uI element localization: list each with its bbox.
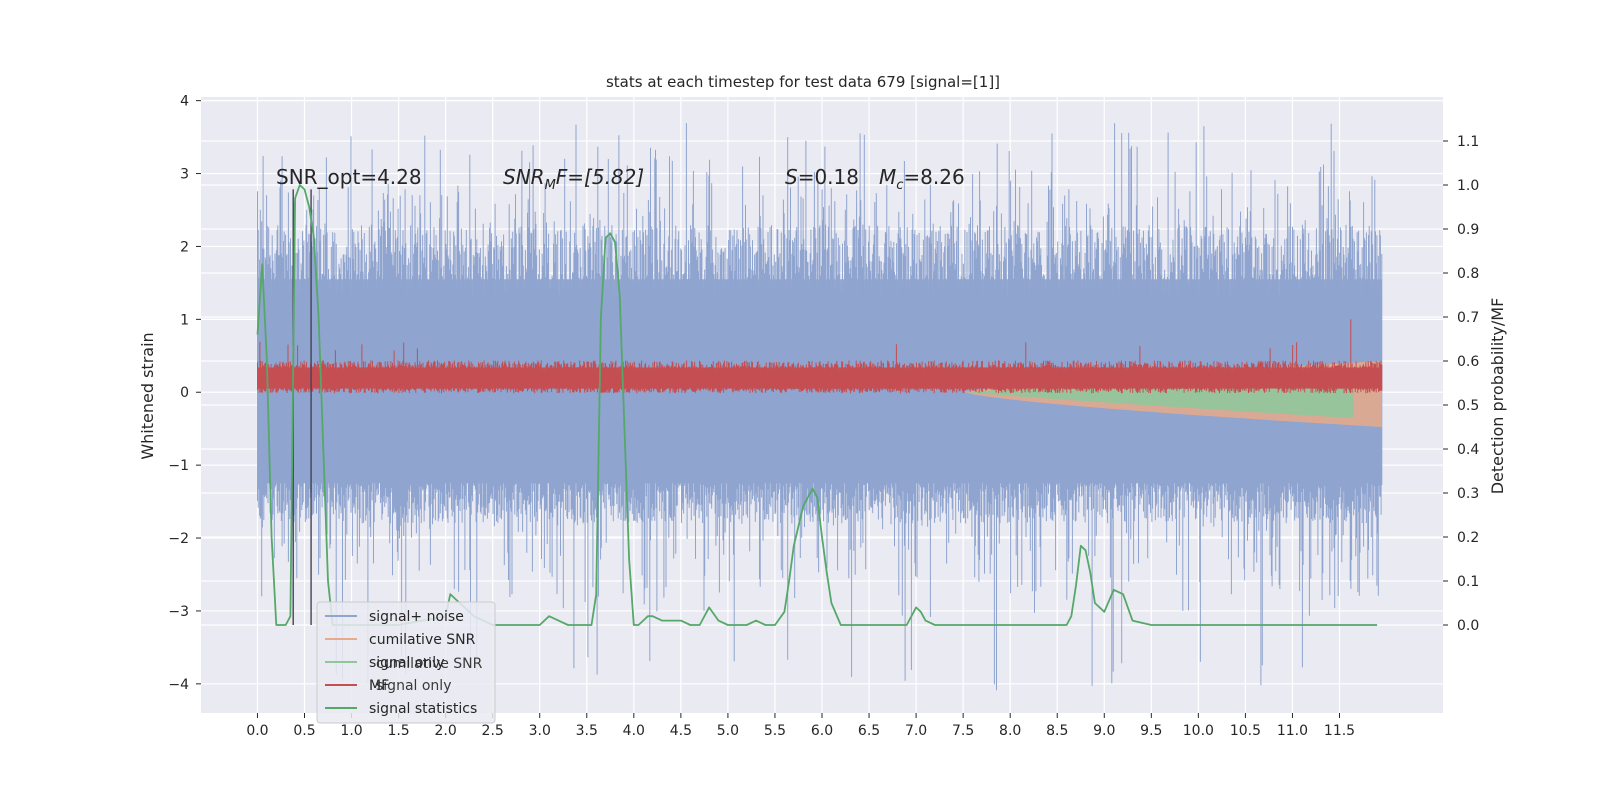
annotation-snr-mf-prefix: SNR xyxy=(503,165,545,189)
mf-trace xyxy=(257,319,1383,394)
x-tick-label: 10.0 xyxy=(1183,723,1214,739)
x-tick-label: 7.0 xyxy=(905,723,927,739)
legend-label: signal statistics xyxy=(369,701,477,717)
x-tick-label: 7.5 xyxy=(952,723,974,739)
x-tick-label: 1.0 xyxy=(340,723,362,739)
chart-title: stats at each timestep for test data 679… xyxy=(606,73,1000,91)
y-right-tick-label: 0.3 xyxy=(1457,486,1479,502)
annotation-s: S=0.18 xyxy=(785,165,859,189)
x-tick-label: 5.5 xyxy=(764,723,786,739)
legend-box xyxy=(316,601,496,724)
y-right-tick-label: 0.7 xyxy=(1457,310,1479,326)
x-tick-label: 6.0 xyxy=(811,723,833,739)
y-right-tick-label: 0.8 xyxy=(1457,266,1479,282)
x-tick-label: 5.0 xyxy=(717,723,739,739)
x-tick-label: 9.5 xyxy=(1140,723,1162,739)
y-axis-label-left: Whitened strain xyxy=(138,332,157,459)
annotation-mc: Mc=8.26 xyxy=(879,165,965,193)
y-tick-label: 1 xyxy=(180,312,189,328)
annotations: SNR_opt=4.28 SNRMF=[5.82] S=0.18 Mc=8.26 xyxy=(276,165,965,193)
x-tick-label: 8.5 xyxy=(1046,723,1068,739)
x-tick-label: 2.5 xyxy=(482,723,504,739)
annotation-s-val: =0.18 xyxy=(798,165,859,189)
annotation-s-var: S xyxy=(785,165,798,189)
legend: cumilative SNR signal only signal+ noise… xyxy=(316,601,496,724)
legend-label: MF xyxy=(369,678,389,694)
y-tick-label: −4 xyxy=(168,677,189,693)
x-tick-label: 4.5 xyxy=(670,723,692,739)
annotation-snr-opt: SNR_opt=4.28 xyxy=(276,165,422,189)
annotation-snr-mf-sub: M xyxy=(545,178,556,193)
x-tick-label: 11.5 xyxy=(1324,723,1355,739)
legend-label: signal only xyxy=(369,655,444,671)
x-tick-label: 1.5 xyxy=(387,723,409,739)
x-tick-label: 8.0 xyxy=(999,723,1021,739)
y-tick-label: −2 xyxy=(168,531,189,547)
annotation-mc-val: =8.26 xyxy=(903,165,964,189)
y-tick-label: −1 xyxy=(168,458,189,474)
annotation-snr-mf-suffix: F=[5.82] xyxy=(556,165,644,189)
x-tick-label: 6.5 xyxy=(858,723,880,739)
legend-ghost-text: cumilative SNR xyxy=(376,656,483,672)
y-tick-label: 4 xyxy=(180,94,189,110)
x-tick-label: 11.0 xyxy=(1277,723,1308,739)
y-right-tick-label: 1.0 xyxy=(1457,178,1479,194)
y-right-tick-label: 0.9 xyxy=(1457,222,1479,238)
x-tick-label: 2.0 xyxy=(435,723,457,739)
x-tick-label: 3.5 xyxy=(576,723,598,739)
data-layer xyxy=(256,123,1383,691)
y-tick-label: 3 xyxy=(180,167,189,183)
legend-label: signal+ noise xyxy=(369,609,464,625)
series-mf xyxy=(257,319,1383,394)
y-right-tick-label: 0.1 xyxy=(1457,574,1479,590)
y-tick-label: 2 xyxy=(180,239,189,255)
y-right-tick-label: 0.0 xyxy=(1457,618,1479,634)
tick-labels: 0.0 0.5 1.0 1.5 2.0 2.5 3.0 3.5 4.0 4.5 5.0 5.5 6.0 6… xyxy=(168,94,1479,739)
y-right-tick-label: 0.4 xyxy=(1457,442,1479,458)
annotation-snr-mf: SNRMF=[5.82] xyxy=(503,165,644,193)
legend-ghost-text: signal only xyxy=(376,678,451,694)
x-tick-label: 4.0 xyxy=(623,723,645,739)
annotation-mc-sub: c xyxy=(896,178,903,193)
y-right-tick-label: 0.2 xyxy=(1457,530,1479,546)
annotation-mc-var: M xyxy=(879,165,896,189)
legend-label: cumilative SNR xyxy=(369,632,476,648)
y-right-tick-label: 1.1 xyxy=(1457,134,1479,150)
y-axis-label-right: Detection probability/MF xyxy=(1488,298,1507,495)
x-tick-label: 10.5 xyxy=(1230,723,1261,739)
y-tick-label: 0 xyxy=(180,385,189,401)
x-tick-label: 3.0 xyxy=(529,723,551,739)
x-tick-label: 0.0 xyxy=(246,723,268,739)
y-right-tick-label: 0.5 xyxy=(1457,398,1479,414)
x-tick-label: 0.5 xyxy=(293,723,315,739)
y-tick-label: −3 xyxy=(168,604,189,620)
x-tick-label: 9.0 xyxy=(1093,723,1115,739)
y-right-tick-label: 0.6 xyxy=(1457,354,1479,370)
